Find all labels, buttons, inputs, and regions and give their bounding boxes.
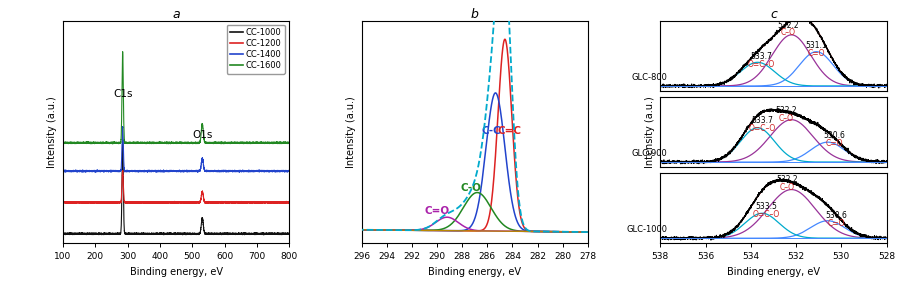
CC-1000 xyxy=(117,138,128,142)
CC-1200 xyxy=(192,201,202,205)
Text: 530.6: 530.6 xyxy=(826,211,848,220)
CC-1200 xyxy=(247,202,257,205)
Text: 532.2: 532.2 xyxy=(776,175,797,184)
CC-1000 xyxy=(225,232,236,236)
Text: 533.7: 533.7 xyxy=(750,52,772,61)
Text: 533.7: 533.7 xyxy=(752,116,773,125)
CC-1000 xyxy=(284,232,294,236)
Text: 530.6: 530.6 xyxy=(824,131,845,140)
Legend: CC-1000, CC-1200, CC-1400, CC-1600: CC-1000, CC-1200, CC-1400, CC-1600 xyxy=(227,25,285,74)
CC-1600 xyxy=(140,141,150,144)
Line: CC-1200: CC-1200 xyxy=(63,171,289,204)
CC-1600 xyxy=(58,141,68,144)
Line: CC-1000: CC-1000 xyxy=(63,140,289,235)
Text: C=C: C=C xyxy=(498,126,522,136)
Text: C–O: C–O xyxy=(778,114,793,123)
Text: C–O: C–O xyxy=(779,183,795,192)
CC-1000 xyxy=(140,232,150,235)
Text: C=O: C=O xyxy=(825,139,843,148)
CC-1000 xyxy=(238,232,248,236)
CC-1400 xyxy=(192,170,202,173)
Text: GLC-800: GLC-800 xyxy=(631,73,667,82)
Text: GLC-1000: GLC-1000 xyxy=(626,225,667,234)
CC-1600 xyxy=(202,141,212,144)
CC-1000 xyxy=(192,232,202,236)
Text: C=O: C=O xyxy=(828,219,845,228)
Text: C1s: C1s xyxy=(112,89,132,99)
X-axis label: Binding energy, eV: Binding energy, eV xyxy=(428,267,521,277)
X-axis label: Binding energy, eV: Binding energy, eV xyxy=(130,267,222,277)
CC-1400 xyxy=(117,125,128,129)
Text: 532.2: 532.2 xyxy=(778,21,799,30)
Text: GLC-900: GLC-900 xyxy=(631,149,667,158)
CC-1200 xyxy=(69,201,80,204)
CC-1400 xyxy=(140,169,150,173)
Y-axis label: Intensity (a.u.): Intensity (a.u.) xyxy=(48,96,58,168)
CC-1000 xyxy=(69,232,80,235)
CC-1400 xyxy=(202,170,212,173)
Text: O=C–O: O=C–O xyxy=(747,60,775,69)
CC-1400 xyxy=(284,169,294,173)
Text: O=C–O: O=C–O xyxy=(749,124,776,132)
CC-1600 xyxy=(107,142,118,146)
Title: a: a xyxy=(172,8,180,21)
CC-1000 xyxy=(58,231,68,235)
X-axis label: Binding energy, eV: Binding energy, eV xyxy=(727,267,820,277)
Text: C–O: C–O xyxy=(780,28,796,38)
CC-1400 xyxy=(225,170,236,173)
Text: 533.5: 533.5 xyxy=(756,202,778,211)
CC-1600 xyxy=(225,142,236,145)
Text: O=C–O: O=C–O xyxy=(753,209,780,219)
CC-1400 xyxy=(58,169,68,173)
CC-1200 xyxy=(117,169,128,173)
CC-1600 xyxy=(69,141,80,144)
Text: C=O: C=O xyxy=(425,206,450,216)
CC-1200 xyxy=(238,200,248,204)
Text: O1s: O1s xyxy=(192,130,212,140)
CC-1200 xyxy=(58,200,68,204)
CC-1200 xyxy=(202,201,212,204)
Title: b: b xyxy=(471,8,479,21)
CC-1600 xyxy=(284,141,294,144)
Text: 532.2: 532.2 xyxy=(775,106,796,115)
Y-axis label: Intensity (a.u.): Intensity (a.u.) xyxy=(346,96,356,168)
Line: CC-1600: CC-1600 xyxy=(63,52,289,144)
Text: 531.1: 531.1 xyxy=(806,41,827,50)
Line: CC-1400: CC-1400 xyxy=(63,127,289,172)
CC-1600 xyxy=(238,141,248,144)
CC-1000 xyxy=(258,233,269,237)
Y-axis label: Intensity (a.u.): Intensity (a.u.) xyxy=(644,96,654,168)
CC-1200 xyxy=(140,201,150,204)
Title: c: c xyxy=(770,8,777,21)
CC-1400 xyxy=(69,170,80,173)
Text: C-C: C-C xyxy=(482,126,501,136)
Text: C=O: C=O xyxy=(807,49,825,58)
Text: C-O: C-O xyxy=(461,183,482,193)
CC-1400 xyxy=(238,169,248,173)
CC-1600 xyxy=(117,50,128,53)
CC-1600 xyxy=(192,141,202,145)
CC-1200 xyxy=(284,200,294,204)
CC-1400 xyxy=(234,171,245,174)
CC-1200 xyxy=(225,201,236,204)
CC-1000 xyxy=(202,231,212,235)
